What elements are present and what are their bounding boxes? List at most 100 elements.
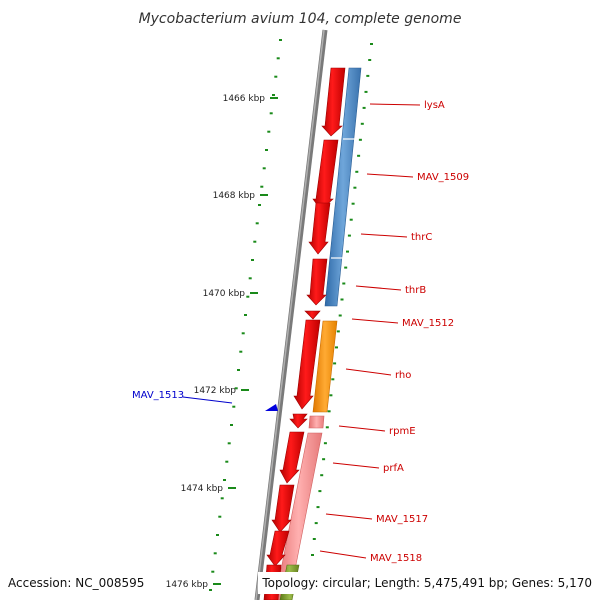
topology-text: Topology: circular; Length: 5,475,491 bp…: [261, 576, 592, 590]
ruler-dot: [211, 570, 215, 573]
cds-arrow-rho: [293, 319, 321, 410]
ruler-dot: [370, 43, 373, 45]
gene-label[interactable]: prfA: [383, 463, 404, 474]
ruler-dot: [216, 534, 219, 536]
gene-label[interactable]: MAV_1513: [132, 390, 184, 401]
ruler-tick-label: 1470 kbp: [203, 289, 246, 299]
genome-backbone-highlight: [255, 29, 325, 600]
gene-label[interactable]: MAV_1509: [417, 172, 469, 183]
ruler-dot: [274, 75, 278, 78]
cds-arrow-MAV_1512: [304, 310, 321, 320]
ruler-dot: [279, 39, 282, 41]
gene-callout-line: [182, 396, 233, 404]
ruler-dot: [357, 154, 361, 157]
gene-label[interactable]: rpmE: [389, 426, 416, 437]
ruler-dot: [325, 426, 329, 429]
ruler-dot: [368, 59, 372, 61]
ruler-dot: [338, 314, 342, 317]
ruler-dot: [351, 202, 355, 205]
footer-left-bg: [0, 572, 150, 594]
cds-arrow-MAV_1517: [271, 484, 295, 533]
ruler-dot: [360, 122, 364, 125]
ruler-dot: [272, 94, 275, 96]
gene-callout-line: [332, 462, 380, 469]
ruler-tick-label: 1476 kbp: [166, 580, 209, 590]
ruler-dot: [251, 259, 254, 261]
ruler-dot: [246, 295, 250, 298]
gene-label[interactable]: thrC: [411, 232, 432, 243]
ruler-dot: [244, 314, 247, 316]
cds-arrow-MAV_1509: [312, 139, 339, 211]
orange-track: [312, 320, 338, 413]
pink-track-segment: [308, 415, 325, 429]
ruler-dot: [340, 298, 344, 301]
ruler-dot: [362, 106, 366, 109]
ruler-dot: [248, 277, 252, 280]
ruler-dot: [230, 424, 233, 426]
ruler-dot: [347, 234, 351, 237]
gene-callout-line: [319, 550, 367, 559]
ruler-dot: [364, 90, 368, 93]
ruler-dot: [342, 282, 346, 285]
ruler-dot: [255, 222, 259, 225]
gene-label[interactable]: rho: [395, 370, 411, 381]
ruler-dot: [276, 57, 280, 60]
ruler-dot: [322, 458, 326, 461]
gene-callout-line: [345, 368, 392, 376]
gene-label[interactable]: lysA: [424, 100, 445, 111]
cds-arrow-MAV_1513: [265, 404, 278, 411]
ruler-dot: [335, 346, 338, 349]
ruler-dot: [353, 186, 357, 189]
cds-arrow-lysA: [321, 67, 346, 137]
ruler-dot: [232, 405, 236, 408]
pink-track: [274, 415, 325, 600]
ruler-ticks: 1466 kbp 1468 kbp 1470 kbp 1472 kbp 1474 kbp…: [166, 94, 278, 590]
ruler-dot: [262, 167, 266, 170]
gene-labels: lysA MAV_1509 thrC thrB MAV_1512 MAV_1513 rho r…: [132, 100, 469, 564]
ruler-dot: [267, 130, 271, 133]
ruler-dot: [260, 185, 264, 188]
ruler-tick-label: 1472 kbp: [194, 386, 237, 396]
accession-text: Accession: NC_008595: [8, 576, 144, 590]
ruler-dot: [220, 497, 224, 500]
cds-arrow-prfA: [279, 431, 305, 484]
ruler-dot: [209, 589, 212, 591]
ruler-dot: [253, 240, 257, 243]
gene-label[interactable]: MAV_1517: [376, 514, 428, 525]
ruler-dot: [329, 394, 333, 397]
cds-arrow-rpmE: [289, 413, 308, 429]
ruler-dot: [358, 138, 362, 141]
gene-callout-line: [351, 318, 399, 324]
gene-label[interactable]: MAV_1512: [402, 318, 454, 329]
ruler-dots-right: [311, 43, 373, 556]
ruler-dot: [223, 479, 226, 481]
gene-callout-line: [369, 103, 421, 106]
orange-track-segment: [312, 320, 338, 413]
ruler-dot: [218, 515, 222, 518]
blue-track-segment: [324, 67, 362, 307]
ruler-dot: [318, 490, 322, 493]
cds-arrow-thrB: [306, 258, 328, 306]
ruler-dot: [344, 266, 348, 269]
ruler-dot: [311, 554, 314, 556]
ruler-dot: [227, 442, 231, 445]
ruler-dot: [237, 369, 240, 371]
ruler-dot: [336, 330, 340, 333]
gene-callout-line: [366, 173, 414, 178]
cds-arrow-MAV_1518: [266, 530, 290, 567]
ruler-dot: [312, 538, 316, 540]
ruler-dot: [225, 460, 229, 463]
ruler-dot: [320, 474, 324, 477]
gene-label[interactable]: MAV_1518: [370, 553, 422, 564]
footer-right-bg: [258, 572, 600, 594]
ruler-dot: [269, 112, 273, 115]
gene-callout-line: [360, 233, 408, 238]
gene-callout-line: [338, 425, 386, 432]
ruler-tick-label: 1466 kbp: [223, 94, 266, 104]
gene-label[interactable]: thrB: [405, 285, 426, 296]
ruler-dot: [346, 250, 349, 253]
gene-callout-line: [355, 285, 402, 291]
cds-arrow-thrC: [308, 202, 331, 255]
ruler-tick-label: 1474 kbp: [181, 484, 224, 494]
